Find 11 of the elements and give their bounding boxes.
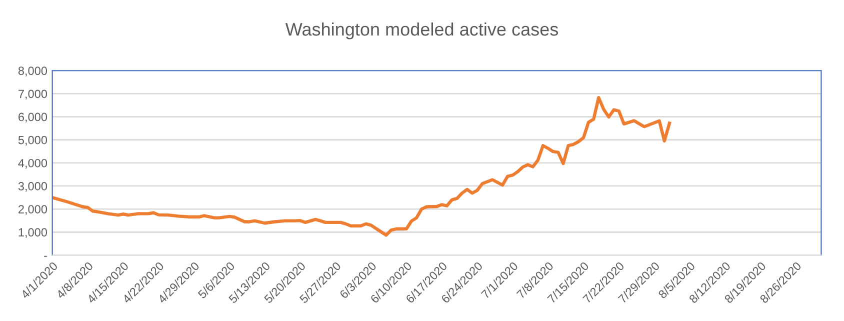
y-tick-label: 5,000 xyxy=(18,136,48,146)
y-tick-label: 8,000 xyxy=(18,66,48,76)
chart-title: Washington modeled active cases xyxy=(285,22,558,40)
y-tick-label: 4,000 xyxy=(18,158,48,169)
line-series xyxy=(52,96,672,237)
y-tick-label: 2,000 xyxy=(18,205,48,215)
y-tick-label: 7,000 xyxy=(18,90,48,100)
y-tick-label: 3,000 xyxy=(18,182,48,192)
y-tick-label: - xyxy=(44,256,47,257)
y-tick-label: 1,000 xyxy=(18,228,48,238)
y-tick-label: 6,000 xyxy=(18,112,48,123)
